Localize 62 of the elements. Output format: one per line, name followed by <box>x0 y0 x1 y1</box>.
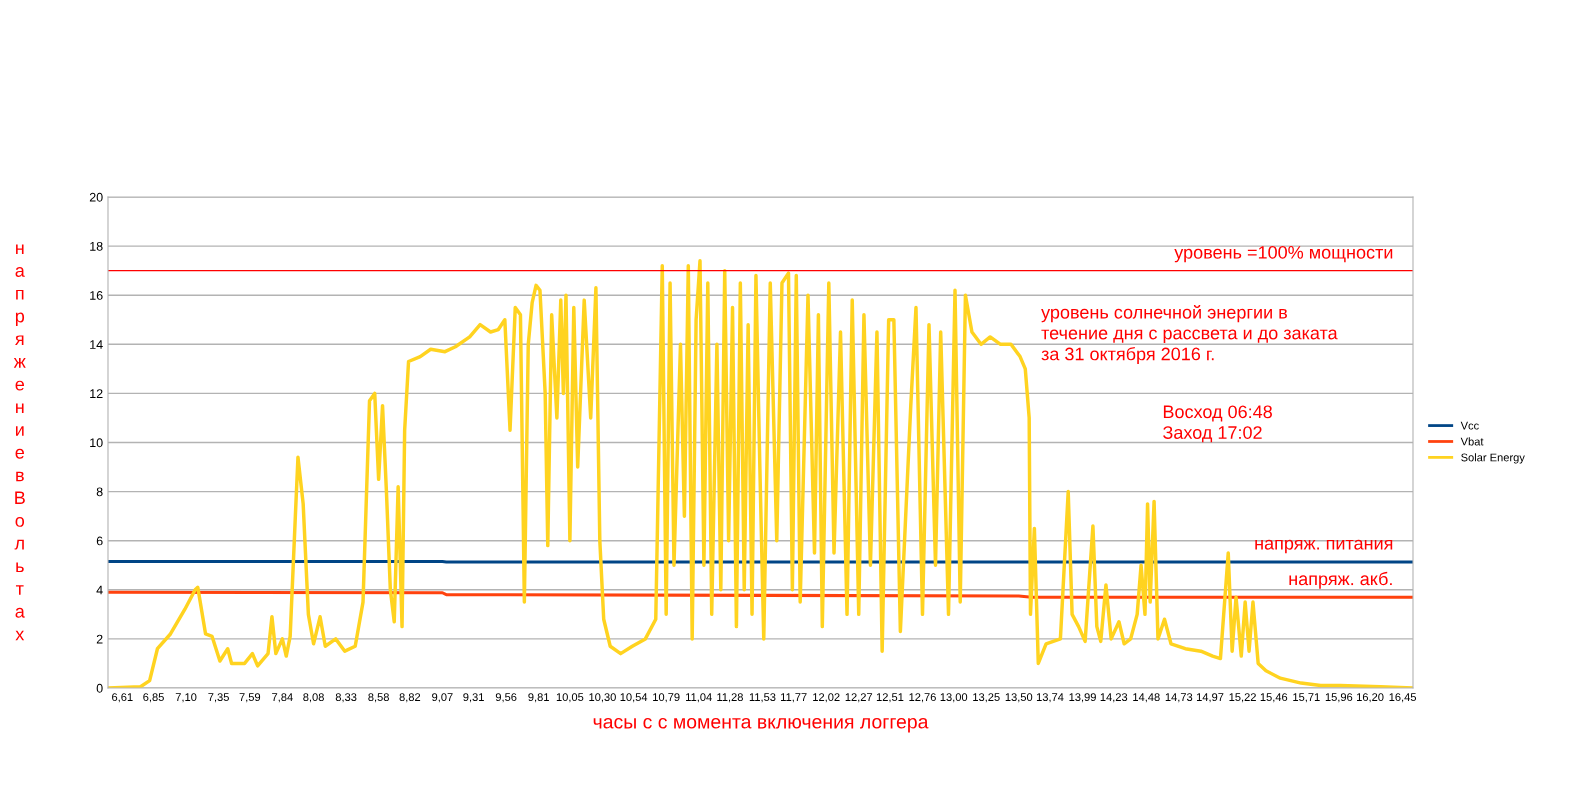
x-tick-label: 14,97 <box>1196 693 1224 703</box>
annotation: уровень =100% мощности <box>1174 245 1393 263</box>
x-tick-label: 10,05 <box>556 693 584 703</box>
y-tick-label: 0 <box>96 683 103 693</box>
y-tick-label: 14 <box>90 340 103 349</box>
x-tick-label: 11,53 <box>749 693 776 703</box>
y-tick-label: 10 <box>90 438 103 448</box>
text: напряжение в Вольтах <box>13 244 26 641</box>
x-tick-label: 13,74 <box>1036 693 1064 703</box>
x-tick-label: 14,48 <box>1133 693 1160 703</box>
y-tick-label: 12 <box>90 389 103 398</box>
y-tick-label: 16 <box>90 291 103 300</box>
x-tick-label: 7,59 <box>239 693 261 703</box>
x-tick-label: 12,51 <box>876 693 904 703</box>
x-tick-label: 14,23 <box>1100 693 1128 703</box>
legend-label: Vcc <box>1460 421 1479 430</box>
y-tick-label: 6 <box>96 536 103 546</box>
annotation: Восход 06:48 Заход 17:02 <box>1163 405 1272 443</box>
x-tick-label: 11,28 <box>717 693 743 703</box>
x-tick-label: 9,81 <box>528 693 549 703</box>
x-tick-label: 7,10 <box>175 693 197 703</box>
x-tick-label: 13,25 <box>973 693 1000 703</box>
x-tick-label: 8,08 <box>303 693 324 703</box>
x-tick-label: 15,22 <box>1229 693 1256 703</box>
x-tick-label: 9,31 <box>463 693 484 703</box>
x-tick-label: 15,71 <box>1293 693 1320 703</box>
x-tick-label: 10,79 <box>653 693 680 703</box>
x-tick-label: 15,96 <box>1325 693 1353 703</box>
x-tick-label: 6,85 <box>143 693 164 703</box>
x-tick-label: 14,73 <box>1165 693 1193 703</box>
x-tick-label: 10,30 <box>589 693 616 703</box>
x-tick-label: 11,77 <box>781 693 807 703</box>
x-tick-label: 8,58 <box>368 693 389 703</box>
annotation: уровень солнечной энергии в течение дня с рассвета и до заката за 31 октября 2016 г. <box>1041 305 1338 364</box>
x-tick-label: 16,20 <box>1357 693 1384 703</box>
x-tick-label: 7,84 <box>272 693 293 703</box>
x-tick-label: 13,00 <box>940 693 968 703</box>
x-axis-title: часы с с момента включения логгера <box>593 717 929 733</box>
x-tick-label: 16,45 <box>1389 693 1417 703</box>
legend-label: Solar Energy <box>1461 453 1525 464</box>
x-tick-label: 9,07 <box>432 693 453 703</box>
x-tick-label: 13,99 <box>1069 693 1096 703</box>
y-tick-label: 8 <box>96 487 103 497</box>
y-tick-label: 4 <box>96 585 103 595</box>
x-tick-label: 11,04 <box>686 693 712 703</box>
x-tick-label: 9,56 <box>495 693 517 703</box>
x-tick-label: 15,46 <box>1260 693 1288 703</box>
annotation: напряж. акб. <box>1289 571 1392 589</box>
legend-label: Vbat <box>1460 437 1484 446</box>
annotation: напряж. питания <box>1255 539 1393 554</box>
x-tick-label: 10,54 <box>620 693 648 703</box>
x-tick-label: 7,35 <box>208 693 229 703</box>
y-tick-label: 2 <box>96 634 103 644</box>
y-tick-label: 20 <box>89 192 103 202</box>
x-tick-label: 8,82 <box>399 693 421 703</box>
y-tick-label: 18 <box>90 241 103 251</box>
x-tick-label: 13,50 <box>1005 693 1033 703</box>
x-tick-label: 12,76 <box>909 693 936 703</box>
x-tick-label: 6,61 <box>112 693 133 703</box>
x-tick-label: 12,27 <box>845 693 873 703</box>
x-tick-label: 12,02 <box>813 693 840 703</box>
x-tick-label: 8,33 <box>335 693 357 703</box>
